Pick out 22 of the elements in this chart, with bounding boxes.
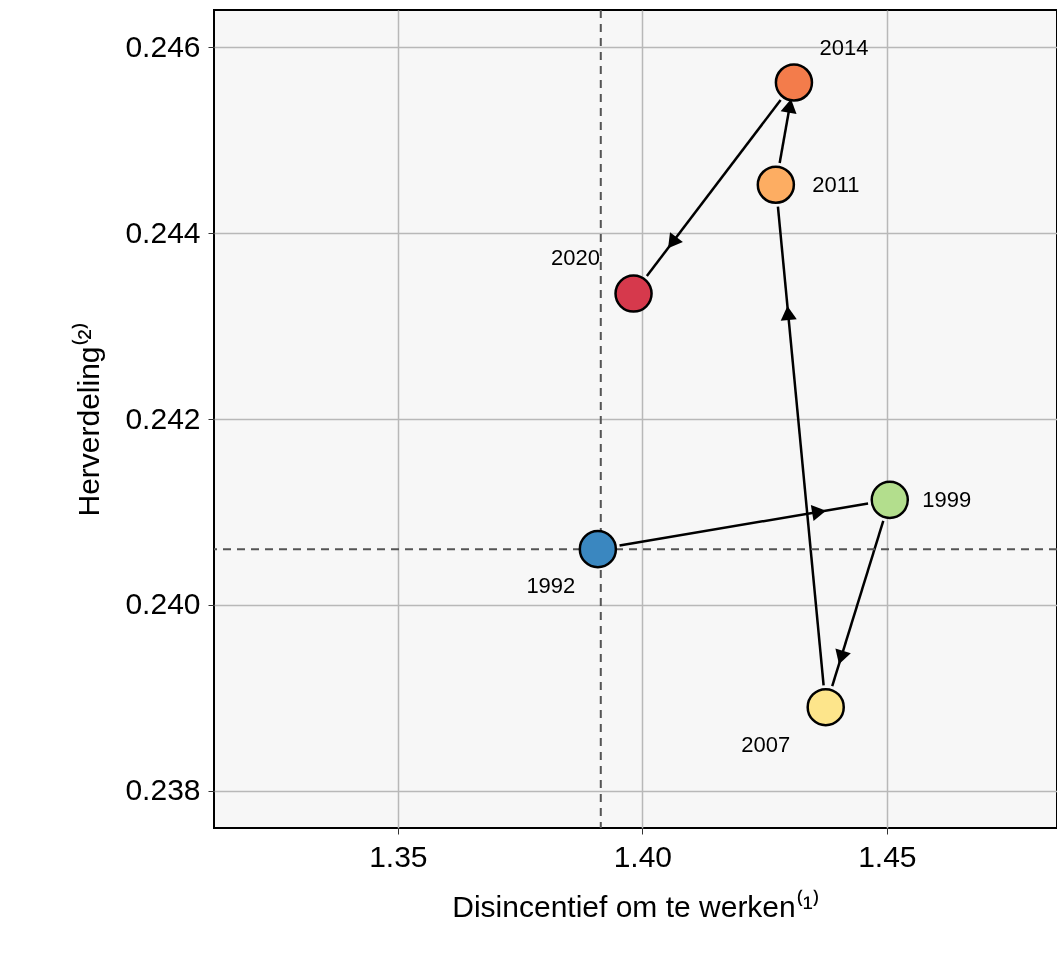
y-tick-label: 0.242 <box>125 401 201 435</box>
x-tick-label: 1.45 <box>858 839 917 873</box>
y-tick-label: 0.244 <box>125 215 201 249</box>
y-tick-label: 0.246 <box>125 29 201 63</box>
annotation: 2007 <box>741 732 791 758</box>
annotation: 1992 <box>526 573 576 599</box>
point <box>756 165 796 204</box>
point <box>614 274 653 313</box>
annotation: 2011 <box>812 171 860 197</box>
annotation: 2014 <box>819 34 869 60</box>
point <box>578 529 618 569</box>
annotation: 2020 <box>551 244 601 270</box>
point <box>870 480 910 520</box>
x-tick-label: 1.35 <box>369 839 428 873</box>
point <box>774 63 814 102</box>
y-axis-title: Herverdeling⁽²⁾ <box>71 322 106 517</box>
y-tick-label: 0.240 <box>125 587 201 621</box>
y-tick-label: 0.238 <box>125 773 201 807</box>
x-axis-title: Disincentief om te werken⁽¹⁾ <box>452 888 820 923</box>
x-tick-label: 1.40 <box>613 839 673 873</box>
annotation: 1999 <box>922 486 972 512</box>
point <box>806 687 845 727</box>
